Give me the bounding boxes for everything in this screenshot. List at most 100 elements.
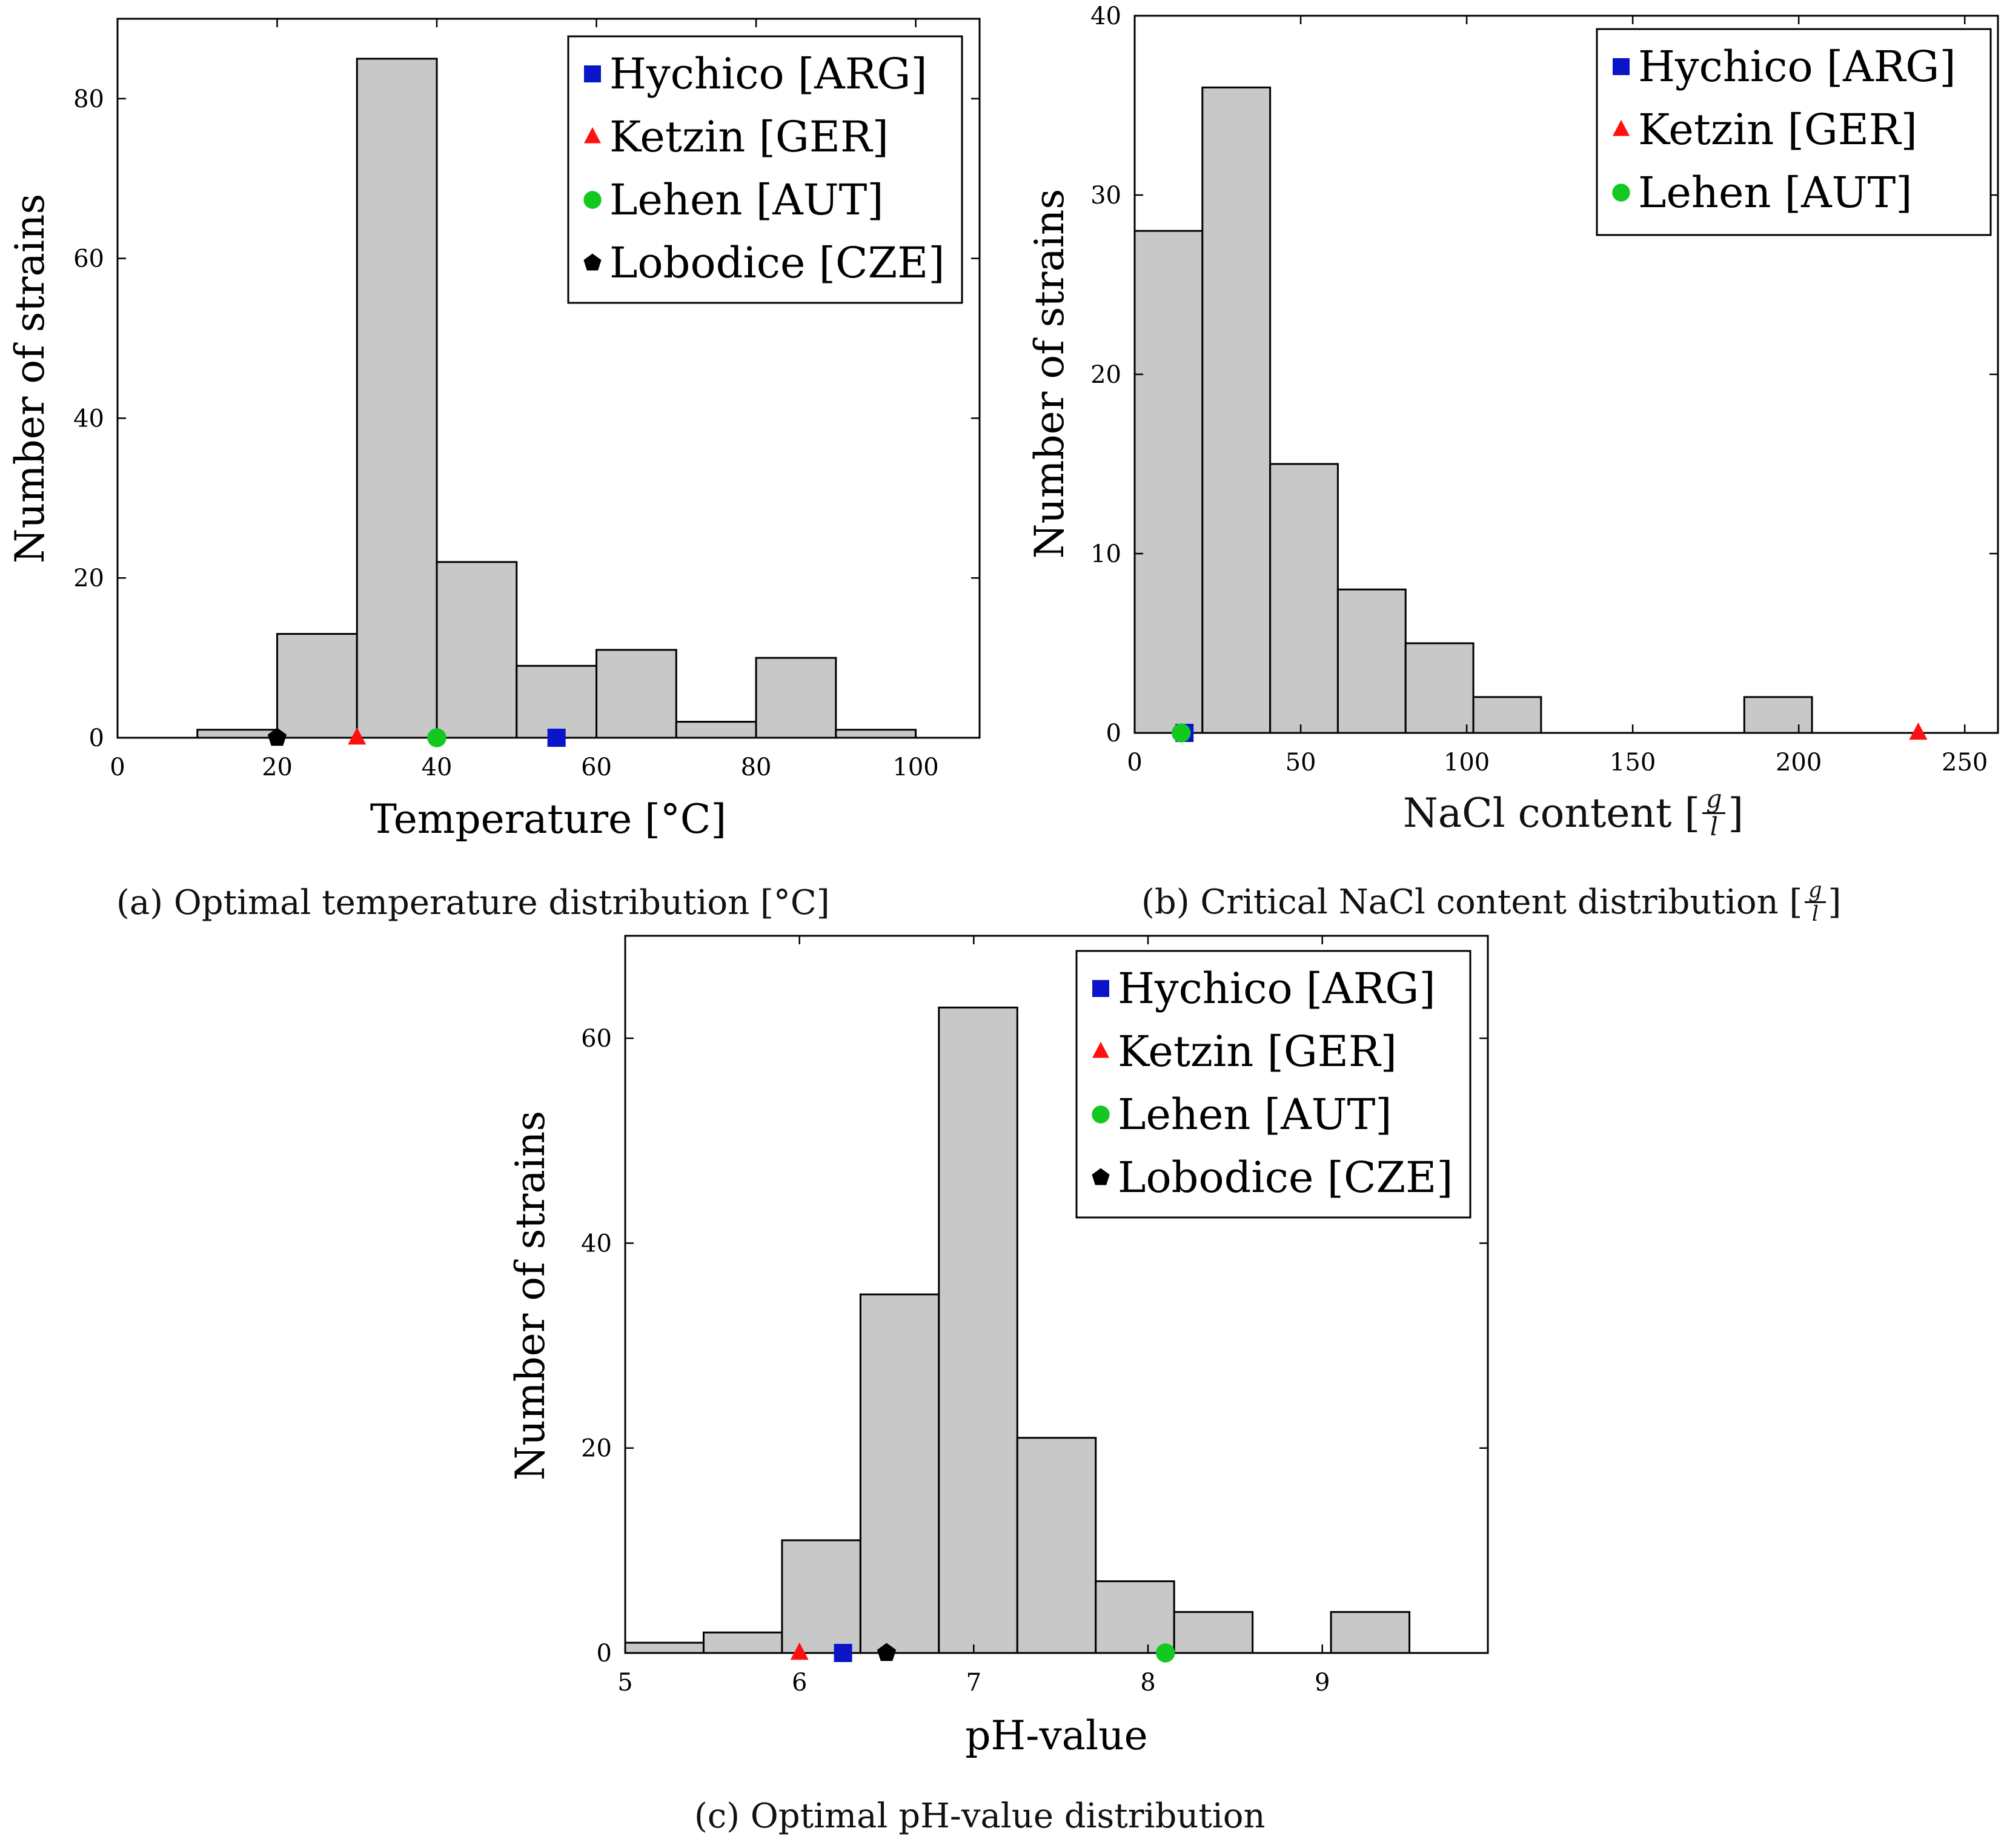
y-tick-label: 60 (73, 245, 104, 273)
bar (1743, 696, 1813, 734)
y-tick-label: 0 (1106, 720, 1121, 747)
x-tick-label: 50 (1286, 749, 1316, 777)
y-tick-label: 0 (89, 724, 104, 752)
caption-b-fraction-num: g (1805, 879, 1826, 904)
site-marker-pentagon-icon (877, 1643, 897, 1661)
xlabel-b-prefix: NaCl content [ (1403, 789, 1700, 836)
legend-entry: Lehen [AUT] (1118, 1090, 1392, 1139)
y-tick-label: 40 (73, 405, 104, 432)
legend-box (1075, 950, 1471, 1219)
y-tick-label: 80 (73, 85, 104, 113)
y-axis-label: Number of strains (7, 194, 53, 564)
legend-square-icon (1613, 58, 1630, 75)
site-marker-circle-icon (1156, 1643, 1175, 1663)
site-marker-triangle-icon (348, 727, 367, 745)
bar (436, 561, 518, 739)
x-tick-label: 40 (422, 753, 453, 781)
bar (1133, 230, 1204, 734)
legend-entry: Lehen [AUT] (1638, 168, 1913, 217)
x-axis-label: Temperature [°C] (370, 796, 726, 843)
bar (1330, 1611, 1411, 1654)
axis-frame (624, 935, 1489, 1654)
legend-box (567, 35, 963, 304)
legend-entry: Ketzin [GER] (1638, 105, 1917, 154)
bar (276, 633, 358, 739)
bar (1095, 1580, 1175, 1654)
legend-box (1596, 28, 1992, 236)
legend-entry: Ketzin [GER] (1118, 1027, 1397, 1076)
bar (938, 1006, 1018, 1654)
x-tick-label: 6 (792, 1669, 807, 1697)
site-marker-triangle-icon (790, 1642, 809, 1660)
bar (596, 649, 677, 739)
x-tick-label: 150 (1610, 749, 1656, 777)
xlabel-b-fraction-den: l (1710, 812, 1718, 841)
bar (781, 1539, 861, 1654)
y-tick-label: 0 (597, 1640, 612, 1668)
x-tick-label: 60 (581, 753, 612, 781)
legend-entry: Hychico [ARG] (1118, 964, 1436, 1013)
legend-pentagon-icon (583, 253, 602, 271)
caption-b-prefix: (b) Critical NaCl content distribution [ (1141, 883, 1803, 922)
legend-circle-icon (1092, 1105, 1110, 1124)
chart-c: 5 6 7 8 9 0 20 40 60 pH-value Number of strains Hyc… (507, 935, 1489, 1759)
bar (1016, 1437, 1097, 1654)
xlabel-b: NaCl content [ g l ] (1403, 786, 1744, 840)
y-tick-label: 20 (1090, 361, 1121, 389)
x-tick-label: 0 (110, 753, 125, 781)
legend-pentagon-icon (1092, 1168, 1110, 1185)
bar (356, 58, 438, 739)
legend: Hychico [ARG] Ketzin [GER] Lehen [AUT] Lobo… (567, 35, 963, 304)
bar (1336, 588, 1407, 734)
x-axis-label: pH-value (965, 1712, 1147, 1759)
legend-circle-icon (583, 191, 602, 209)
legend-entry: Hychico [ARG] (1638, 42, 1956, 91)
chart-b: 0 50 100 150 200 250 0 10 20 30 40 Number of strain… (1026, 2, 1999, 777)
bar (702, 1631, 783, 1654)
legend-entry: Ketzin [GER] (609, 112, 889, 162)
legend: Hychico [ARG] Ketzin [GER] Lehen [AUT] Lobo… (1075, 950, 1471, 1219)
caption-b: (b) Critical NaCl content distribution [… (1141, 879, 1841, 926)
legend-square-icon (1092, 980, 1109, 997)
x-tick-label: 9 (1315, 1669, 1330, 1697)
bar (1269, 463, 1339, 734)
caption-c: (c) Optimal pH-value distribution (694, 1797, 1266, 1836)
site-marker-circle-icon (427, 728, 446, 747)
site-marker-square-icon (834, 1644, 852, 1662)
caption-a: (a) Optimal temperature distribution [°C… (116, 883, 830, 922)
y-axis-label: Number of strains (1026, 189, 1073, 559)
xlabel-b-fraction-num: g (1702, 786, 1726, 814)
site-marker-circle-icon (1171, 723, 1191, 743)
bar (675, 721, 757, 739)
bar (1173, 1611, 1254, 1654)
x-tick-label: 8 (1140, 1669, 1155, 1697)
bar (859, 1293, 940, 1654)
xlabel-b-fraction: g l (1702, 786, 1726, 841)
legend-circle-icon (1612, 184, 1630, 202)
y-axis-label: Number of strains (507, 1111, 554, 1481)
bar (1201, 86, 1272, 734)
bar (516, 664, 598, 739)
chart-a: 0 20 40 60 80 100 0 20 40 60 80 Temperature [°C] Num… (7, 18, 981, 843)
caption-b-suffix: ] (1828, 883, 1842, 922)
caption-b-fraction: g l (1805, 879, 1826, 926)
x-tick-label: 0 (1127, 749, 1142, 777)
y-tick-label: 30 (1090, 182, 1121, 210)
x-tick-label: 200 (1776, 749, 1822, 777)
x-tick-label: 80 (741, 753, 772, 781)
x-tick-label: 5 (617, 1669, 632, 1697)
site-marker-pentagon-icon (267, 727, 287, 746)
x-tick-label: 100 (1444, 749, 1490, 777)
y-tick-label: 20 (581, 1435, 612, 1463)
legend-triangle-icon (584, 127, 601, 144)
legend-entry: Lobodice [CZE] (1118, 1153, 1453, 1202)
legend-entry: Hychico [ARG] (609, 49, 927, 99)
site-marker-square-icon (547, 729, 566, 747)
bar (196, 729, 279, 739)
x-tick-label: 100 (892, 753, 938, 781)
legend-entry: Lehen [AUT] (609, 175, 884, 225)
legend-square-icon (584, 65, 601, 82)
y-tick-label: 40 (581, 1230, 612, 1257)
y-tick-label: 40 (1090, 2, 1121, 30)
